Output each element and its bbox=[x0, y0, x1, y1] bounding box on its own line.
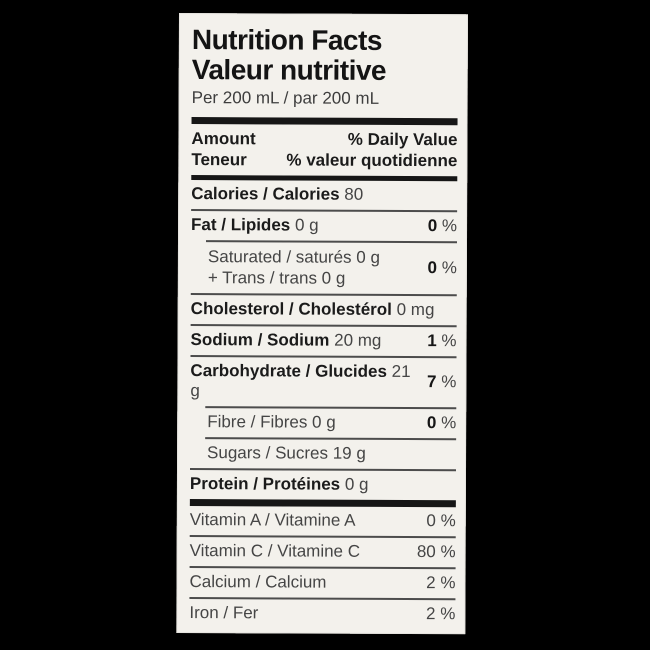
label-content: Nutrition Facts Valeur nutritive Per 200… bbox=[176, 13, 468, 629]
percent-sign: % bbox=[440, 542, 456, 562]
sodium-value: 20 mg bbox=[334, 330, 382, 350]
iron-row: Iron / Fer 2 % bbox=[189, 599, 455, 629]
sodium-row: Sodium / Sodium 20 mg 1 % bbox=[191, 326, 457, 356]
saturated-daily-value: 0 % bbox=[427, 258, 457, 278]
carbohydrate-row: Carbohydrate / Glucides 21 g 7 % bbox=[190, 357, 456, 407]
title-english: Nutrition Facts bbox=[191, 24, 383, 56]
carbohydrate-daily-value: 7 % bbox=[427, 372, 457, 392]
sodium-daily-value: 1 % bbox=[427, 331, 457, 351]
saturated-trans-row: Saturated / saturés 0 g + Trans / trans … bbox=[191, 242, 457, 294]
amount-header-en: Amount bbox=[191, 129, 256, 149]
vitamin-c-label: Vitamin C / Vitamine C bbox=[189, 541, 361, 561]
daily-value-header-en: % Daily Value bbox=[347, 129, 458, 150]
iron-label: Iron / Fer bbox=[189, 603, 259, 623]
saturated-trans-label: Saturated / saturés 0 g + Trans / trans … bbox=[208, 246, 420, 289]
percent-sign: % bbox=[441, 258, 457, 278]
vitamin-a-daily-value: 0 % bbox=[426, 511, 456, 531]
percent-sign: % bbox=[440, 573, 456, 593]
column-header-line-en: Amount % Daily Value bbox=[191, 128, 457, 150]
fat-value: 0 g bbox=[294, 215, 319, 235]
percent-sign: % bbox=[441, 331, 457, 351]
cholesterol-row: Cholesterol / Cholestérol 0 mg bbox=[191, 295, 457, 325]
calcium-label: Calcium / Calcium bbox=[189, 572, 327, 592]
cholesterol-label: Cholesterol / Cholestérol 0 mg bbox=[190, 299, 435, 320]
column-header-line-fr: Teneur % valeur quotidienne bbox=[191, 149, 457, 171]
trans-line: + Trans / trans 0 g bbox=[207, 268, 346, 288]
protein-value: 0 g bbox=[344, 474, 369, 494]
calcium-row: Calcium / Calcium 2 % bbox=[189, 568, 455, 598]
fibre-daily-value: 0 % bbox=[426, 413, 457, 433]
calories-value: 80 bbox=[344, 184, 364, 204]
calories-label: Calories / Calories 80 bbox=[191, 184, 364, 204]
column-header: Amount % Daily Value Teneur % valeur quo… bbox=[191, 124, 457, 176]
carbohydrate-label: Carbohydrate / Glucides 21 g bbox=[190, 361, 411, 401]
vitamin-c-daily-value: 80 % bbox=[416, 542, 456, 562]
sugars-row: Sugars / Sucres 19 g bbox=[190, 439, 456, 469]
fat-row: Fat / Lipides 0 g 0 % bbox=[191, 211, 457, 241]
cholesterol-value: 0 mg bbox=[396, 299, 435, 320]
percent-sign: % bbox=[441, 372, 457, 392]
protein-row: Protein / Protéines 0 g bbox=[190, 470, 456, 500]
daily-value-header-fr: % valeur quotidienne bbox=[286, 150, 458, 171]
vitamin-a-row: Vitamin A / Vitamine A 0 % bbox=[190, 506, 456, 536]
calcium-daily-value: 2 % bbox=[426, 573, 456, 593]
vitamin-c-row: Vitamin C / Vitamine C 80 % bbox=[190, 537, 456, 567]
percent-sign: % bbox=[440, 511, 456, 531]
saturated-line: Saturated / saturés 0 g bbox=[207, 247, 380, 267]
calories-row: Calories / Calories 80 bbox=[191, 180, 457, 210]
sugars-label: Sugars / Sucres 19 g bbox=[207, 443, 366, 463]
sodium-label: Sodium / Sodium 20 mg bbox=[190, 330, 382, 350]
vitamin-a-label: Vitamin A / Vitamine A bbox=[189, 510, 356, 530]
fat-daily-value: 0 % bbox=[427, 216, 458, 236]
percent-sign: % bbox=[441, 216, 458, 236]
title-french: Valeur nutritive bbox=[191, 54, 387, 86]
fibre-row: Fibre / Fibres 0 g 0 % bbox=[190, 408, 456, 438]
fat-label: Fat / Lipides 0 g bbox=[191, 215, 319, 235]
percent-sign: % bbox=[441, 413, 457, 433]
iron-daily-value: 2 % bbox=[426, 604, 456, 624]
amount-header-fr: Teneur bbox=[191, 150, 247, 170]
protein-label: Protein / Protéines 0 g bbox=[189, 474, 369, 494]
fibre-label: Fibre / Fibres 0 g bbox=[207, 412, 336, 432]
nutrition-facts-label: Nutrition Facts Valeur nutritive Per 200… bbox=[176, 13, 468, 635]
serving-size: Per 200 mL / par 200 mL bbox=[191, 88, 380, 108]
percent-sign: % bbox=[440, 604, 456, 624]
